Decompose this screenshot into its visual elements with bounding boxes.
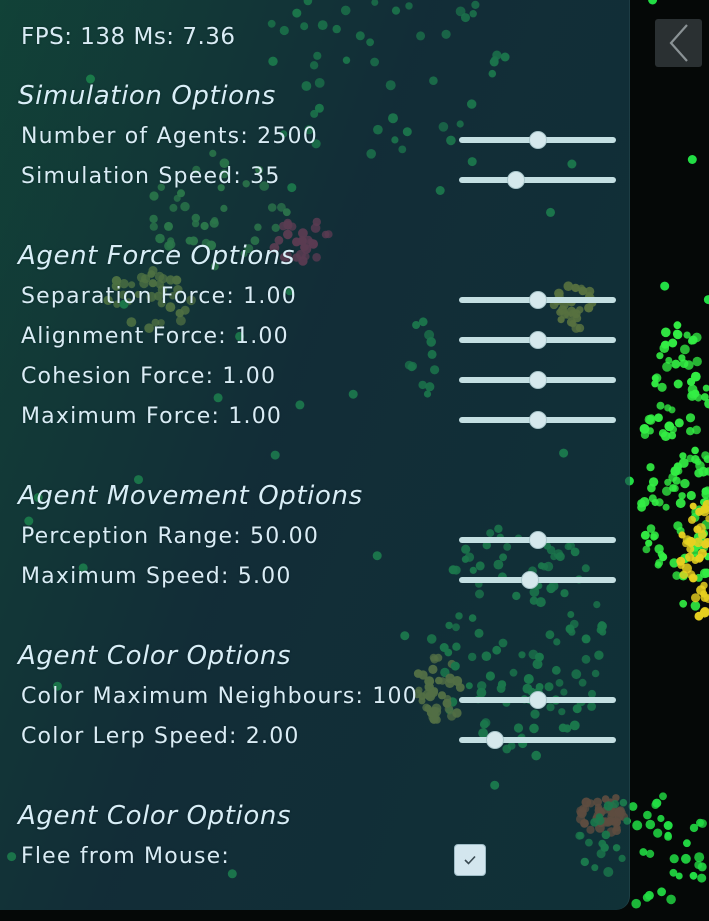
options-panel: [0, 0, 630, 910]
label-color-lerp-speed: Color Lerp Speed: 2.00: [21, 724, 300, 749]
label-maximum-speed: Maximum Speed: 5.00: [21, 564, 292, 589]
slider-thumb[interactable]: [528, 291, 547, 309]
section-title-agent-movement: Agent Movement Options: [18, 481, 363, 511]
slider-cohesion-force[interactable]: [459, 370, 616, 390]
slider-alignment-force[interactable]: [459, 330, 616, 350]
slider-track: [459, 737, 616, 743]
slider-separation-force[interactable]: [459, 290, 616, 310]
slider-thumb[interactable]: [486, 731, 505, 749]
label-color-maximum-neighbours: Color Maximum Neighbours: 100: [21, 684, 418, 709]
label-maximum-force: Maximum Force: 1.00: [21, 404, 283, 429]
section-title-agent-color-2: Agent Color Options: [18, 801, 292, 831]
check-icon: [464, 855, 476, 865]
slider-thumb[interactable]: [528, 331, 547, 349]
label-cohesion-force: Cohesion Force: 1.00: [21, 364, 277, 389]
slider-thumb[interactable]: [528, 371, 547, 389]
slider-color-lerp-speed[interactable]: [459, 730, 616, 750]
slider-thumb[interactable]: [528, 411, 547, 429]
label-alignment-force: Alignment Force: 1.00: [21, 324, 289, 349]
section-title-simulation: Simulation Options: [18, 81, 276, 111]
slider-thumb[interactable]: [520, 571, 539, 589]
label-simulation-speed: Simulation Speed: 35: [21, 164, 281, 189]
slider-maximum-force[interactable]: [459, 410, 616, 430]
label-separation-force: Separation Force: 1.00: [21, 284, 297, 309]
slider-thumb[interactable]: [528, 131, 547, 149]
slider-color-maximum-neighbours[interactable]: [459, 690, 616, 710]
chevron-left-icon: [669, 24, 688, 62]
slider-number-of-agents[interactable]: [459, 130, 616, 150]
back-button[interactable]: [655, 19, 702, 67]
section-title-agent-color: Agent Color Options: [18, 641, 292, 671]
section-title-agent-force: Agent Force Options: [18, 241, 296, 271]
slider-perception-range[interactable]: [459, 530, 616, 550]
slider-simulation-speed[interactable]: [459, 170, 616, 190]
flee-from-mouse-checkbox[interactable]: [454, 844, 486, 876]
label-perception-range: Perception Range: 50.00: [21, 524, 320, 549]
label-number-of-agents: Number of Agents: 2500: [21, 124, 318, 149]
label-flee-from-mouse: Flee from Mouse:: [21, 844, 231, 869]
slider-maximum-speed[interactable]: [459, 570, 616, 590]
slider-thumb[interactable]: [528, 531, 547, 549]
slider-track: [459, 177, 616, 183]
fps-readout: FPS: 138 Ms: 7.36: [21, 24, 236, 50]
slider-thumb[interactable]: [528, 691, 547, 709]
slider-thumb[interactable]: [506, 171, 525, 189]
